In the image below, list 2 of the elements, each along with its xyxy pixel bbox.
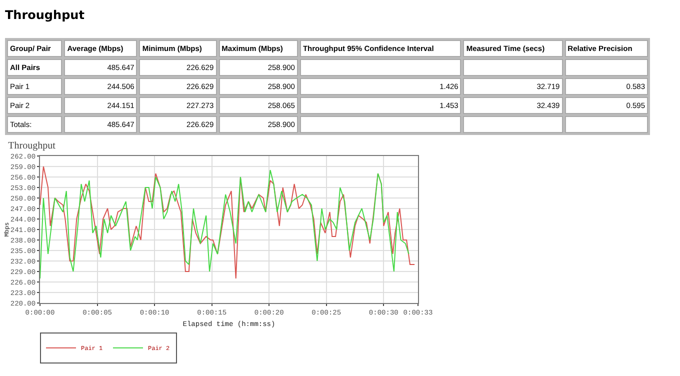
chart-title: Throughput bbox=[8, 140, 56, 152]
text: Throughput bbox=[5, 8, 86, 22]
